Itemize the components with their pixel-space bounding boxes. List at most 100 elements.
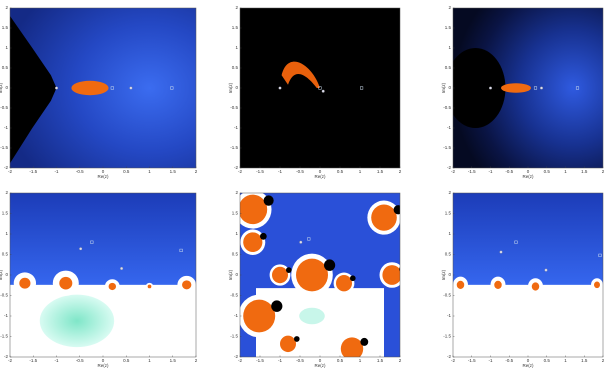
x-tick-label: 1.5 — [170, 358, 177, 363]
x-tick-label: 1.5 — [581, 169, 588, 174]
point-marker — [120, 267, 123, 270]
x-tick-label: 1.5 — [170, 169, 177, 174]
art-blob — [286, 267, 292, 273]
x-tick-label: -0.5 — [296, 358, 304, 363]
plot-image — [453, 193, 603, 295]
art-shape — [453, 193, 603, 285]
art-blob — [371, 204, 397, 230]
y-tick-label: 0.5 — [232, 65, 239, 70]
y-tick-label: 2 — [235, 5, 238, 10]
y-tick-label: 0 — [235, 85, 238, 90]
art-blob — [40, 295, 114, 347]
art-blob — [59, 277, 72, 290]
y-tick-label: 0 — [5, 272, 8, 277]
y-tick-label: 1 — [448, 231, 451, 236]
y-tick-label: 0.5 — [2, 252, 9, 257]
art-blob — [148, 285, 152, 289]
x-tick-label: 1 — [148, 358, 151, 363]
y-tick-label: 1 — [5, 231, 8, 236]
point-marker — [545, 269, 548, 272]
y-tick-label: 1 — [235, 45, 238, 50]
point-marker — [489, 87, 492, 90]
y-axis-label: Im(z) — [0, 269, 3, 280]
y-tick-label: -0.5 — [230, 105, 238, 110]
y-tick-label: 0.5 — [445, 65, 452, 70]
x-tick-label: 1 — [564, 358, 567, 363]
art-shape — [10, 193, 196, 285]
y-axis-label: Im(z) — [228, 82, 233, 93]
x-tick-label: -0.5 — [505, 358, 513, 363]
y-tick-label: -2 — [4, 165, 8, 170]
y-axis-label: Im(z) — [228, 269, 233, 280]
y-tick-label: -2 — [447, 354, 451, 359]
x-tick-label: 1.5 — [377, 169, 384, 174]
y-tick-label: 2 — [235, 190, 238, 195]
x-tick-label: 2 — [195, 169, 198, 174]
plot-image — [10, 8, 196, 168]
y-tick-label: 1.5 — [2, 25, 9, 30]
x-tick-label: 1 — [564, 169, 567, 174]
x-tick-label: -2 — [8, 169, 12, 174]
x-tick-label: -2 — [238, 358, 242, 363]
x-tick-label: -1 — [278, 358, 282, 363]
y-tick-label: -1.5 — [443, 145, 451, 150]
x-axis-label: Re(z) — [98, 363, 110, 368]
y-tick-label: 0 — [235, 272, 238, 277]
x-tick-label: -1.5 — [468, 358, 476, 363]
art-blob — [71, 81, 108, 95]
art-blob — [280, 336, 296, 352]
y-axis-label: Im(z) — [441, 82, 446, 93]
y-tick-label: 1 — [448, 45, 451, 50]
y-tick-label: -1.5 — [0, 334, 8, 339]
y-tick-label: 1 — [5, 45, 8, 50]
plot-image — [10, 193, 196, 347]
y-tick-label: 0.5 — [445, 252, 452, 257]
art-blob — [264, 195, 274, 205]
x-tick-label: -0.5 — [296, 169, 304, 174]
x-tick-label: -0.5 — [505, 169, 513, 174]
plot-image — [446, 8, 604, 168]
art-blob — [238, 195, 267, 225]
x-tick-label: 0.5 — [337, 358, 344, 363]
x-tick-label: -1.5 — [256, 358, 264, 363]
x-tick-label: -2 — [8, 358, 12, 363]
art-blob — [350, 275, 356, 281]
figure: -2 -1.5 -1 -0.5 0 0.5 1 1.5 2 -2 -1.5 -1 -0.5 0 0.5 1 1.… — [0, 0, 606, 369]
art-blob — [109, 283, 116, 290]
y-tick-label: -0.5 — [443, 105, 451, 110]
x-tick-label: 0.5 — [123, 358, 130, 363]
y-tick-label: 0 — [5, 85, 8, 90]
art-blob — [260, 233, 267, 240]
art-blob — [336, 275, 352, 291]
y-tick-label: 2 — [448, 190, 451, 195]
x-axis-label: Re(z) — [315, 363, 327, 368]
x-tick-label: -1 — [54, 358, 58, 363]
x-tick-label: -1.5 — [29, 358, 37, 363]
x-tick-label: -1 — [278, 169, 282, 174]
x-tick-label: 1.5 — [377, 358, 384, 363]
y-tick-label: 0 — [448, 272, 451, 277]
art-blob — [532, 282, 540, 290]
art-blob — [299, 308, 325, 324]
point-marker — [300, 241, 303, 244]
art-blob — [19, 278, 30, 289]
y-tick-label: -1 — [447, 125, 451, 130]
x-tick-label: 0.5 — [337, 169, 344, 174]
art-blob — [182, 280, 191, 289]
y-tick-label: -0.5 — [443, 293, 451, 298]
art-blob — [243, 232, 262, 252]
y-tick-label: -1.5 — [230, 334, 238, 339]
y-tick-label: -1 — [447, 313, 451, 318]
x-axis-label: Re(z) — [98, 174, 110, 179]
x-tick-label: -0.5 — [76, 169, 84, 174]
x-tick-label: -2 — [451, 358, 455, 363]
point-marker — [540, 87, 543, 90]
y-tick-label: -1.5 — [0, 145, 8, 150]
point-marker — [79, 247, 82, 250]
y-tick-label: -2 — [234, 354, 238, 359]
x-tick-label: 1 — [359, 169, 362, 174]
x-tick-label: -1.5 — [468, 169, 476, 174]
y-tick-label: 1 — [235, 231, 238, 236]
y-tick-label: -2 — [234, 165, 238, 170]
art-blob — [360, 338, 368, 346]
